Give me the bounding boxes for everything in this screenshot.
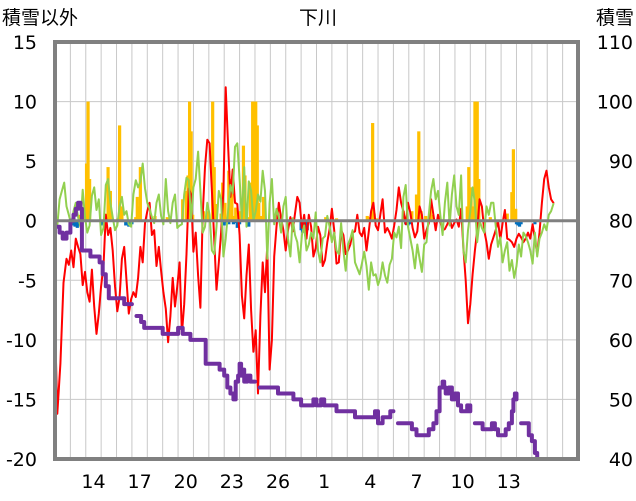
x-tick-label: 17	[128, 471, 152, 493]
right-tick-label: 50	[609, 389, 633, 411]
precip-bar	[189, 131, 193, 221]
left-tick-label: 0	[25, 211, 37, 233]
precip-bar	[255, 125, 259, 221]
precip-bar	[475, 101, 479, 221]
precip-bar	[371, 123, 375, 221]
right-tick-label: 110	[597, 32, 633, 54]
precip-bar	[514, 208, 518, 221]
precip-bar	[248, 182, 252, 221]
x-tick-label: 23	[220, 471, 244, 493]
precip-bar	[505, 213, 509, 221]
precip-bar	[118, 125, 122, 221]
precip-bar	[257, 202, 261, 221]
x-tick-label: 1	[318, 471, 330, 493]
temp_min-line	[54, 142, 555, 291]
precip-bar	[431, 214, 435, 221]
x-tick-label: 10	[451, 471, 475, 493]
right-tick-label: 40	[609, 449, 633, 471]
precip-bar	[106, 167, 110, 221]
line-series	[53, 86, 555, 461]
sunshine-bar	[408, 220, 412, 225]
x-tick-label: 4	[364, 471, 376, 493]
precip-bar	[120, 206, 124, 221]
precip-bar	[259, 215, 263, 221]
left-tick-label: 5	[25, 151, 37, 173]
sunshine-bar	[101, 220, 105, 225]
right-tick-label: 80	[609, 211, 633, 233]
left-tick-label: 15	[13, 32, 37, 54]
precip-bar	[473, 101, 477, 221]
precip-bar	[234, 207, 238, 221]
precip-bar	[230, 179, 234, 221]
precip-bar	[214, 204, 218, 221]
plot-frame	[53, 40, 580, 461]
left-tick-label: -5	[18, 270, 37, 292]
precip-bar	[488, 217, 492, 221]
right-tick-label: 100	[597, 92, 633, 114]
chart-title: 下川	[299, 7, 337, 29]
sunshine-bar	[73, 220, 77, 227]
precip-bar	[165, 217, 169, 221]
left-axis-title: 積雪以外	[2, 7, 78, 29]
precip-bar	[138, 167, 142, 221]
x-tick-label: 26	[266, 471, 290, 493]
precip-bar	[365, 215, 369, 221]
left-tick-label: 10	[13, 92, 37, 114]
sunshine-bar	[75, 220, 79, 228]
sunshine-bar	[235, 220, 239, 228]
precip-bar	[414, 194, 419, 221]
x-tick-label: 13	[497, 471, 521, 493]
right-tick-label: 70	[609, 270, 633, 292]
precip-bar	[424, 215, 428, 221]
precip-bar	[206, 211, 210, 221]
snow_depth-line	[53, 200, 540, 461]
right-tick-label: 60	[609, 330, 633, 352]
left-tick-label: -20	[6, 449, 37, 471]
precip-bar	[511, 149, 515, 221]
sunshine-bar	[231, 220, 236, 225]
precip-bar	[467, 167, 471, 221]
sunshine-bar	[519, 220, 523, 225]
precip-bar	[324, 217, 328, 221]
x-tick-label: 7	[410, 471, 422, 493]
right-tick-label: 90	[609, 151, 633, 173]
sunshine-bar	[533, 220, 537, 225]
left-tick-label: -15	[6, 389, 37, 411]
temp_max-line	[54, 86, 555, 415]
left-tick-label: -10	[6, 330, 37, 352]
precip-bar	[261, 196, 266, 221]
right-axis-title: 積雪	[596, 7, 634, 29]
precip-bar	[212, 167, 216, 221]
sunshine-bar	[124, 220, 128, 226]
precip-bar	[211, 101, 215, 221]
precip-bar	[88, 179, 92, 221]
grid	[55, 42, 578, 459]
x-tick-label: 14	[81, 471, 105, 493]
sunshine-bar	[222, 220, 226, 226]
x-tick-label: 20	[174, 471, 198, 493]
sunshine-bar	[227, 220, 231, 225]
precip-bar	[410, 211, 414, 221]
sunshine-bar	[247, 220, 251, 227]
precip-bar	[417, 131, 421, 221]
precip-bar	[86, 101, 90, 221]
precip-bar	[223, 202, 227, 221]
